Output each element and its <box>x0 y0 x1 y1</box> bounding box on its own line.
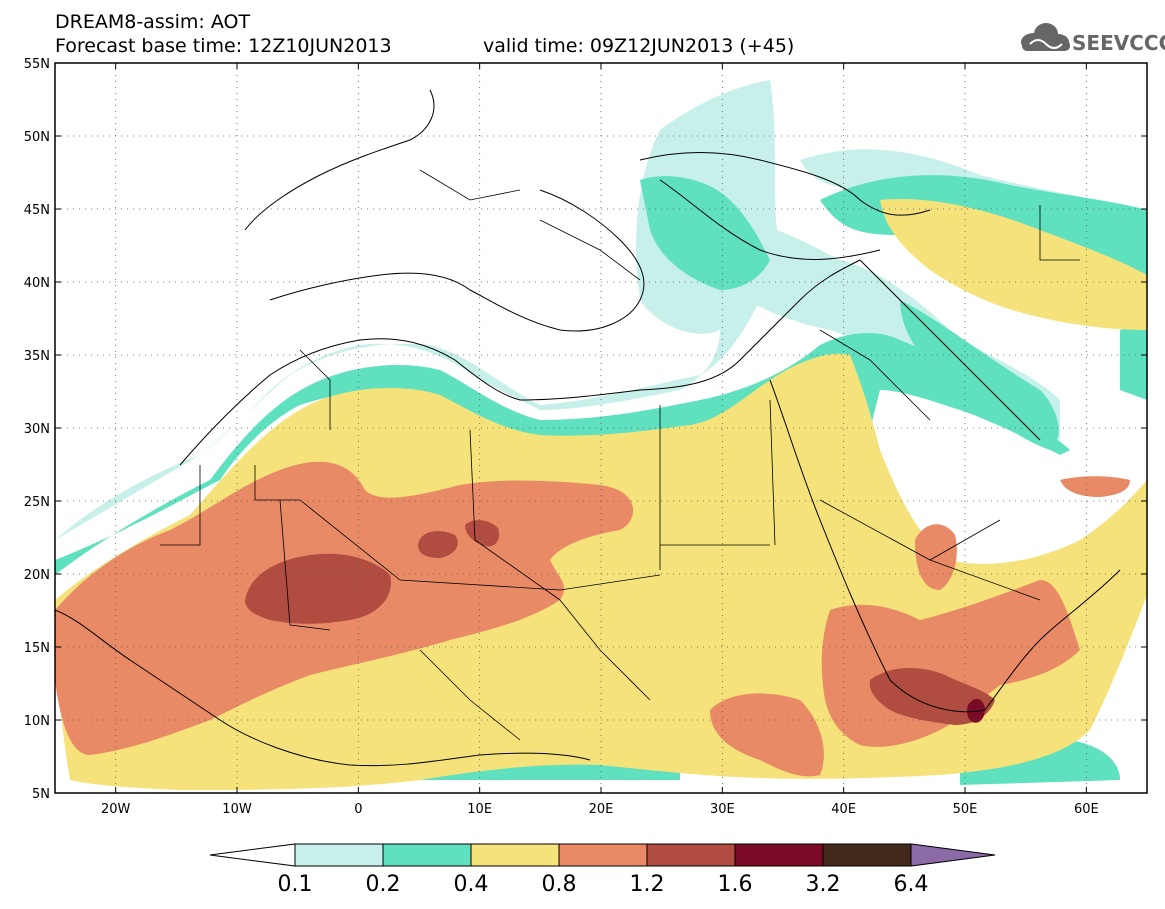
lat-label: 55N <box>24 57 50 72</box>
legend-label: 1.2 <box>630 872 665 897</box>
aot-band-0.1 <box>55 80 780 540</box>
lon-label: 60E <box>1074 802 1099 817</box>
graticule <box>55 62 1147 794</box>
legend-swatch <box>382 843 472 867</box>
lon-label: 20E <box>589 802 614 817</box>
legend-arrow-right <box>910 843 996 867</box>
legend-swatch <box>646 843 736 867</box>
legend-label: 3.2 <box>806 872 841 897</box>
legend-swatch <box>822 843 912 867</box>
logo-text: SEEVCCC <box>1072 31 1165 55</box>
latitude-labels: 5N 10N 15N 20N 25N 30N 35N 40N 45N 50N 55N <box>24 57 50 802</box>
lat-label: 25N <box>24 495 50 510</box>
lon-label: 30E <box>710 802 735 817</box>
seevccc-logo: SEEVCCC <box>1021 23 1165 55</box>
legend-swatch <box>734 843 824 867</box>
cloud-icon <box>1021 23 1070 51</box>
legend-swatch <box>294 843 384 867</box>
lat-label: 30N <box>24 422 50 437</box>
legend-label: 6.4 <box>894 872 929 897</box>
longitude-labels: 20W 10W 0 10E 20E 30E 40E 50E 60E <box>101 802 1099 817</box>
lon-label: 10W <box>222 802 252 817</box>
coastlines <box>55 89 1121 767</box>
valid-time: valid time: 09Z12JUN2013 (+45) <box>483 35 794 57</box>
lat-label: 35N <box>24 349 50 364</box>
lon-label: 40E <box>831 802 856 817</box>
lon-label: 10E <box>467 802 492 817</box>
legend-swatch <box>558 843 648 867</box>
lat-label: 10N <box>24 714 50 729</box>
legend-label: 0.4 <box>454 872 489 897</box>
lon-label: 20W <box>101 802 131 817</box>
color-legend: 0.1 0.2 0.4 0.8 1.2 1.6 3.2 6.4 <box>209 843 996 897</box>
lat-label: 20N <box>24 568 50 583</box>
legend-label: 0.2 <box>366 872 401 897</box>
title-line-2: Forecast base time: 12Z10JUN2013 <box>55 35 392 57</box>
legend-label: 0.8 <box>542 872 577 897</box>
legend-label: 0.1 <box>278 872 313 897</box>
lon-label: 0 <box>354 802 362 817</box>
aot-band-1.6 <box>967 698 985 723</box>
lon-label: 50E <box>953 802 978 817</box>
lat-label: 45N <box>24 203 50 218</box>
lat-label: 50N <box>24 130 50 145</box>
lat-label: 15N <box>24 641 50 656</box>
aot-field <box>55 63 1147 793</box>
legend-label: 1.6 <box>718 872 753 897</box>
legend-swatch <box>470 843 560 867</box>
title-line-1: DREAM8-assim: AOT <box>55 11 250 33</box>
borders <box>160 169 1080 741</box>
lat-label: 40N <box>24 276 50 291</box>
aot-band-1.2 <box>245 553 391 624</box>
legend-arrow-left <box>209 843 296 867</box>
lat-label: 5N <box>32 787 50 802</box>
